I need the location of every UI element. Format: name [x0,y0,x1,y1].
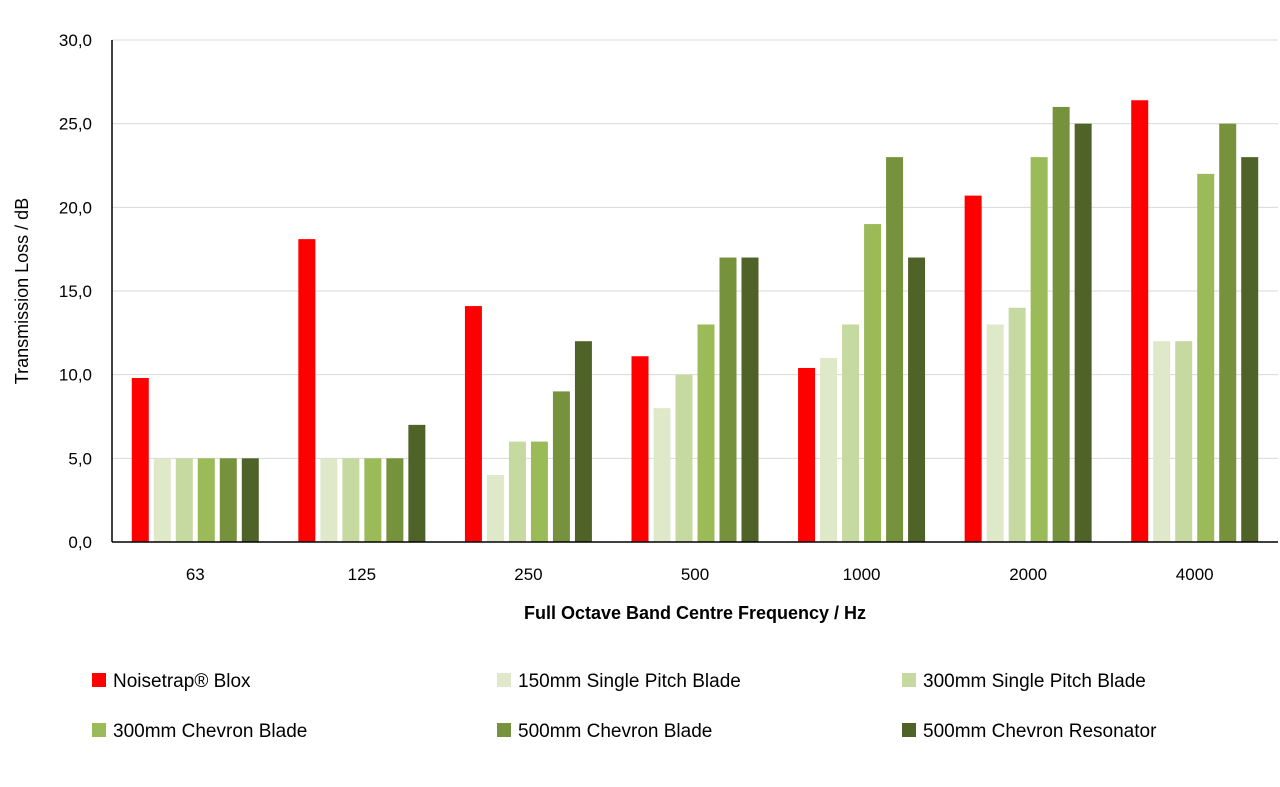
bar [386,458,404,542]
bar [964,195,982,542]
bar [219,458,237,542]
bar [197,458,215,542]
y-tick-label: 25,0 [59,115,92,134]
bar [508,441,526,542]
bar [1175,341,1193,542]
legend-swatch [92,673,106,687]
y-tick-label: 0,0 [68,533,92,552]
legend-label: 500mm Chevron Blade [518,721,712,742]
bar [552,391,570,542]
legend-label: Noisetrap® Blox [113,671,251,692]
bar [1074,123,1092,543]
y-tick-label: 20,0 [59,198,92,217]
legend-label: 500mm Chevron Resonator [923,721,1157,742]
bar [175,458,193,542]
bar [574,341,592,542]
legend-swatch [497,673,511,687]
bar [719,257,737,542]
y-axis-title: Transmission Loss / dB [12,198,32,384]
bar [798,367,816,542]
legend-swatch [902,673,916,687]
x-tick-label: 2000 [1009,565,1047,584]
bar [741,257,759,542]
bar [986,324,1004,542]
bar [298,239,316,543]
bar [1131,100,1149,543]
bar [241,458,259,542]
legend: Noisetrap® Blox 150mm Single Pitch Blade 3… [92,671,1157,742]
x-tick-label: 125 [348,565,376,584]
y-tick-label: 5,0 [68,449,92,468]
bar [320,458,338,542]
gridlines [112,39,1278,459]
legend-label: 300mm Single Pitch Blade [923,671,1146,692]
legend-label: 150mm Single Pitch Blade [518,671,741,692]
y-tick-label: 30,0 [59,31,92,50]
bar [486,475,504,542]
legend-label: 300mm Chevron Blade [113,721,307,742]
legend-swatch [92,723,106,737]
x-tick-label: 63 [186,565,205,584]
y-tick-label: 10,0 [59,366,92,385]
bar [153,458,171,542]
x-tick-labels: 63 125 250 500 1000 2000 4000 [186,565,1214,584]
bar [1153,341,1171,542]
bar [631,356,649,542]
legend-swatch [902,723,916,737]
bar [908,257,926,542]
bar [1030,157,1048,542]
y-tick-label: 15,0 [59,282,92,301]
bar [842,324,860,542]
x-tick-label: 500 [681,565,709,584]
bar [1197,173,1215,542]
x-tick-label: 1000 [843,565,881,584]
x-tick-label: 250 [514,565,542,584]
bar [131,378,149,542]
bar [820,357,838,542]
bars [131,100,1259,543]
bar [675,374,693,542]
x-axis-title: Full Octave Band Centre Frequency / Hz [524,603,866,623]
y-tick-labels: 0,0 5,0 10,0 15,0 20,0 25,0 30,0 [59,31,92,552]
bar [464,306,482,542]
bar [1219,123,1237,543]
bar [530,441,548,542]
bar [1008,307,1026,542]
bar [653,408,671,542]
legend-swatch [497,723,511,737]
bar [342,458,360,542]
bar [408,424,426,542]
bar [1052,106,1070,542]
axes [111,40,1278,543]
bar [864,224,882,543]
bar [886,157,904,542]
bar [1241,157,1259,542]
x-tick-label: 4000 [1176,565,1214,584]
bar [697,324,715,542]
bar [364,458,382,542]
